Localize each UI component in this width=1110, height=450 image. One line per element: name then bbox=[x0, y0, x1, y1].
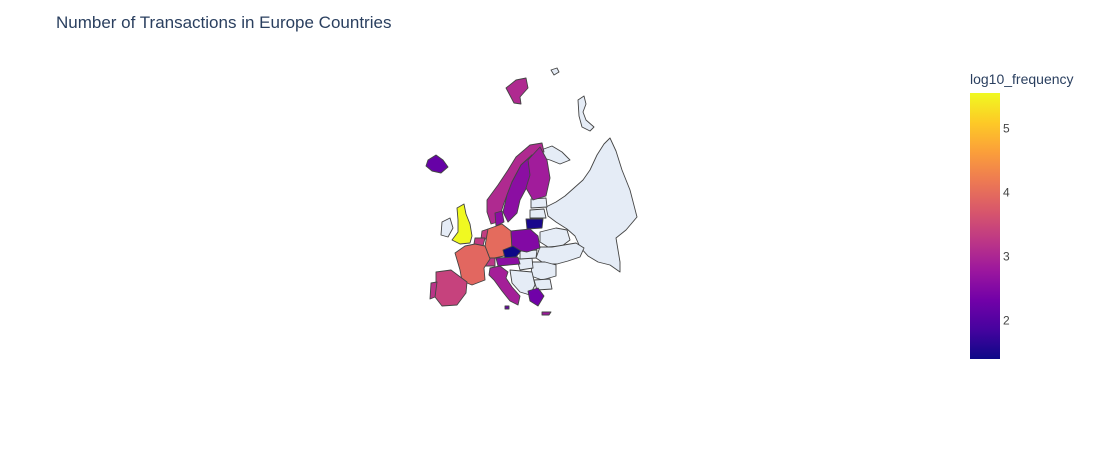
ireland[interactable] bbox=[440, 217, 454, 238]
malta[interactable] bbox=[504, 305, 510, 310]
colorbar bbox=[970, 93, 1000, 359]
bulgaria[interactable] bbox=[533, 278, 553, 291]
united-kingdom[interactable] bbox=[451, 203, 473, 245]
lithuania[interactable] bbox=[525, 218, 544, 230]
sweden[interactable] bbox=[502, 154, 535, 223]
novaya-zemlya[interactable] bbox=[577, 95, 595, 132]
romania[interactable] bbox=[530, 261, 557, 281]
finland[interactable] bbox=[525, 146, 551, 201]
chart-title: Number of Transactions in Europe Countri… bbox=[56, 13, 392, 32]
svalbard-small[interactable] bbox=[550, 67, 560, 76]
estonia[interactable] bbox=[530, 197, 548, 209]
denmark[interactable] bbox=[494, 210, 505, 227]
colorbar-title: log10_frequency bbox=[970, 71, 1074, 87]
latvia[interactable] bbox=[529, 208, 547, 219]
russia-region[interactable] bbox=[545, 137, 638, 273]
cyprus[interactable] bbox=[541, 311, 552, 316]
belarus[interactable] bbox=[539, 227, 571, 248]
colorbar-tick-label: 2 bbox=[1003, 314, 1010, 328]
colorbar-ticks: 2 3 4 5 bbox=[1003, 121, 1010, 327]
portugal[interactable] bbox=[429, 281, 438, 300]
colorbar-tick-label: 3 bbox=[1003, 249, 1010, 263]
colorbar-tick-label: 5 bbox=[1003, 121, 1010, 135]
italy[interactable] bbox=[488, 265, 521, 306]
ukraine[interactable] bbox=[535, 242, 585, 265]
austria[interactable] bbox=[495, 256, 521, 267]
iceland[interactable] bbox=[425, 154, 449, 174]
svalbard[interactable] bbox=[505, 77, 529, 105]
greece[interactable] bbox=[527, 287, 545, 307]
czech-republic[interactable] bbox=[502, 245, 522, 259]
colorbar-tick-label: 4 bbox=[1003, 185, 1010, 199]
